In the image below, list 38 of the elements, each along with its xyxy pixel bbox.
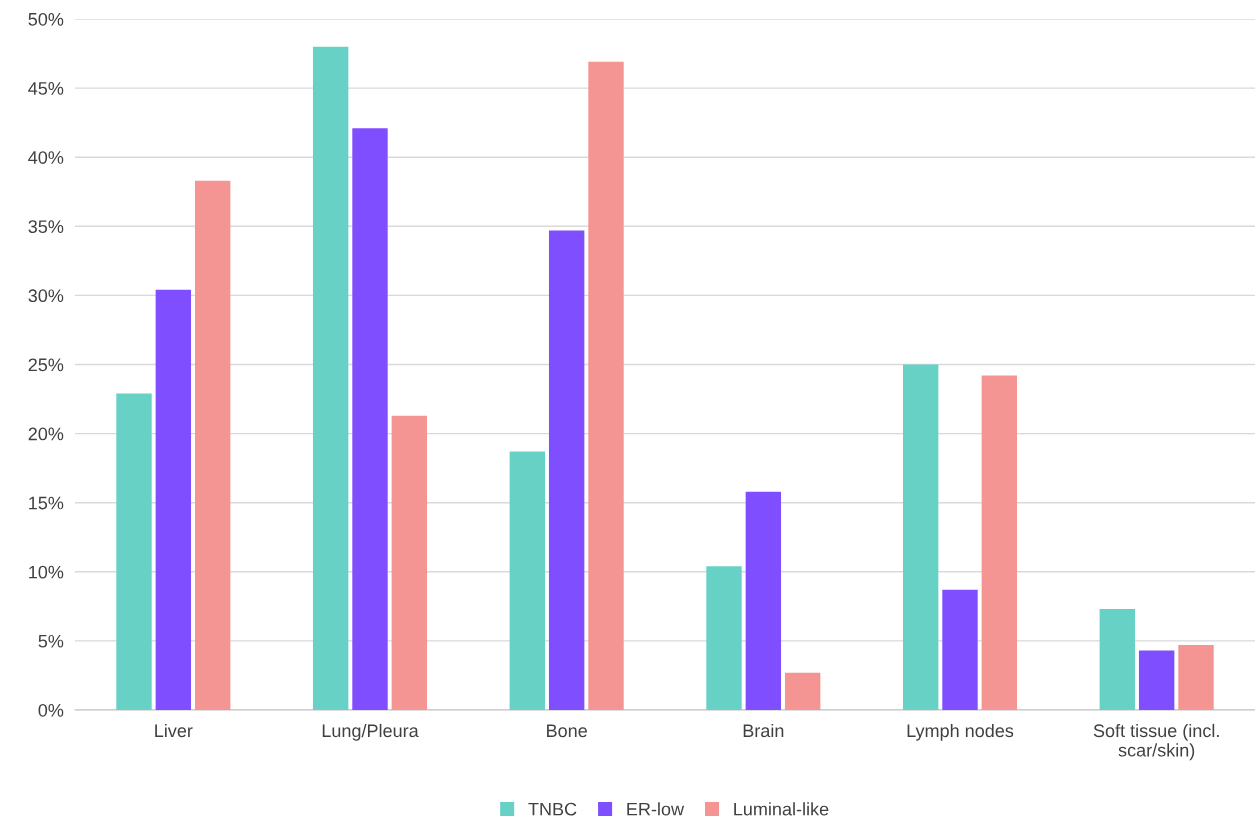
bar — [391, 415, 428, 710]
y-tick-label: 0% — [38, 703, 64, 717]
y-tick-label: 20% — [28, 427, 64, 441]
y-tick-label: 40% — [28, 151, 64, 164]
bar — [1138, 650, 1175, 710]
bar — [194, 180, 231, 710]
y-tick-label: 45% — [28, 82, 64, 95]
x-tick-label: Soft tissue (incl. scar/skin) — [1093, 723, 1219, 761]
x-tick-label: Brain — [743, 723, 784, 738]
x-tick-label: Liver — [155, 723, 193, 738]
x-tick-label: Lung/Pleura — [322, 723, 419, 741]
y-tick-label: 10% — [29, 565, 64, 579]
bar — [1178, 645, 1214, 710]
bar — [706, 566, 742, 710]
bar — [784, 672, 821, 710]
y-tick-label: 35% — [28, 220, 64, 234]
bar — [352, 128, 388, 710]
bar — [1099, 609, 1136, 710]
bar — [745, 491, 782, 710]
x-tick-label: Bone — [547, 724, 587, 738]
bar — [942, 589, 978, 710]
legend-label: ER-low — [627, 802, 685, 816]
y-tick-label: 50% — [28, 12, 64, 26]
bar — [902, 364, 939, 710]
x-tick-label: Lymph nodes — [907, 723, 1014, 741]
bar — [312, 46, 349, 710]
y-tick-label: 5% — [38, 634, 64, 648]
bar — [588, 61, 624, 710]
bar — [155, 289, 192, 710]
y-tick-label: 30% — [28, 289, 64, 303]
bar — [548, 230, 585, 710]
legend-label: TNBC — [528, 802, 577, 816]
bar — [116, 393, 152, 710]
y-tick-label: 25% — [28, 358, 64, 372]
y-tick-label: 15% — [29, 496, 64, 510]
bar — [509, 451, 546, 710]
bar — [981, 375, 1018, 710]
legend-label: Luminal-like — [734, 802, 829, 816]
